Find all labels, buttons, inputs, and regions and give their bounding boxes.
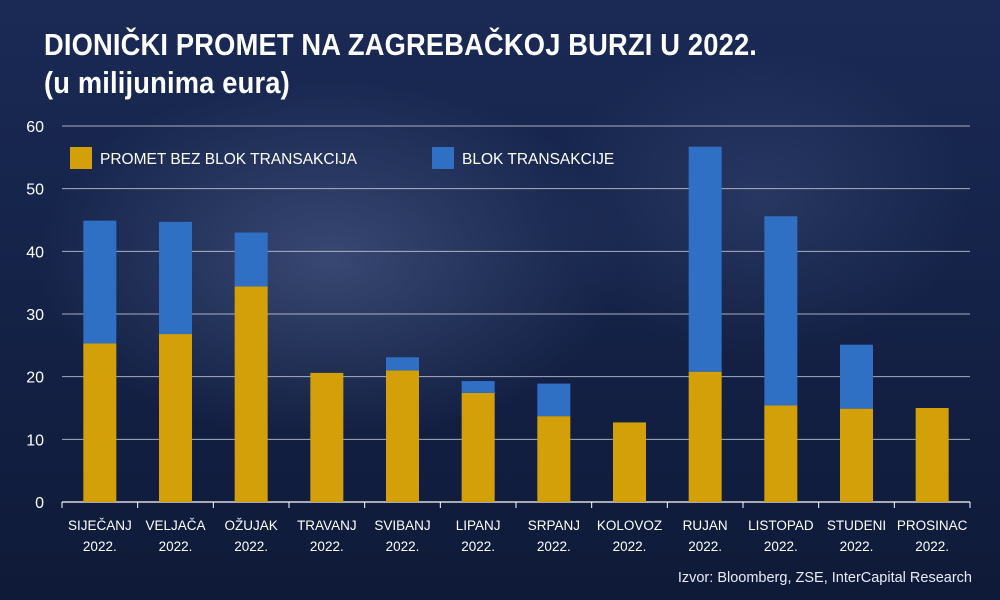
x-category-label: LIPANJ	[456, 518, 501, 533]
y-tick-label: 10	[26, 432, 44, 449]
x-category-year-label: 2022.	[83, 539, 117, 554]
legend-swatch	[70, 147, 92, 169]
y-tick-label: 20	[26, 370, 44, 387]
x-category-year-label: 2022.	[537, 539, 571, 554]
bar-segment-promet-bez-blok	[840, 408, 873, 502]
bar-segment-promet-bez-blok	[386, 370, 419, 502]
x-category-label: LISTOPAD	[748, 518, 814, 533]
bar-segment-blok	[83, 220, 117, 344]
legend-label: PROMET BEZ BLOK TRANSAKCIJA	[100, 151, 358, 168]
bar-segment-promet-bez-blok	[159, 334, 192, 502]
bar-segment-promet-bez-blok	[461, 392, 495, 502]
x-category-label: RUJAN	[683, 518, 728, 533]
x-category-year-label: 2022.	[159, 539, 193, 554]
x-category-year-label: 2022.	[234, 539, 268, 554]
bar-segment-blok	[688, 146, 722, 372]
x-category-label: TRAVANJ	[297, 518, 357, 533]
bar-segment-blok	[234, 232, 268, 287]
bar-segment-promet-bez-blok	[613, 422, 646, 502]
x-category-year-label: 2022.	[461, 539, 495, 554]
x-category-year-label: 2022.	[840, 539, 874, 554]
y-tick-label: 0	[35, 495, 44, 512]
x-category-year-label: 2022.	[688, 539, 722, 554]
y-tick-label: 60	[26, 119, 44, 136]
bar-segment-promet-bez-blok	[83, 343, 117, 502]
x-category-label: SRPANJ	[528, 518, 580, 533]
legend-swatch	[432, 147, 454, 169]
bar-segment-promet-bez-blok	[234, 286, 268, 502]
bar-segment-promet-bez-blok	[764, 405, 798, 502]
bar-segment-promet-bez-blok	[915, 408, 949, 502]
x-category-year-label: 2022.	[764, 539, 798, 554]
y-tick-label: 50	[26, 182, 44, 199]
x-category-label: OŽUJAK	[225, 518, 278, 533]
x-category-label: PROSINAC	[897, 518, 968, 533]
bar-segment-promet-bez-blok	[537, 416, 571, 502]
x-category-label: KOLOVOZ	[597, 518, 662, 533]
x-category-year-label: 2022.	[310, 539, 344, 554]
x-category-label: STUDENI	[827, 518, 886, 533]
x-category-label: VELJAČA	[145, 518, 205, 533]
legend-label: BLOK TRANSAKCIJE	[462, 151, 614, 168]
bar-segment-blok	[159, 221, 192, 335]
source-note: Izvor: Bloomberg, ZSE, InterCapital Rese…	[677, 570, 972, 586]
chart-title: DIONIČKI PROMET NA ZAGREBAČKOJ BURZI U 2…	[44, 26, 757, 102]
bar-segment-blok	[764, 216, 798, 406]
title-line-2: (u milijunima eura)	[44, 65, 290, 100]
title-line-1: DIONIČKI PROMET NA ZAGREBAČKOJ BURZI U 2…	[44, 27, 758, 62]
bar-segment-blok	[840, 344, 873, 409]
x-category-label: SIJEČANJ	[68, 518, 132, 533]
y-tick-label: 30	[26, 307, 44, 324]
bar-segment-blok	[461, 381, 495, 393]
bar-segment-promet-bez-blok	[688, 371, 722, 502]
x-category-label: SVIBANJ	[374, 518, 430, 533]
x-category-year-label: 2022.	[386, 539, 420, 554]
x-category-year-label: 2022.	[915, 539, 949, 554]
x-category-year-label: 2022.	[613, 539, 647, 554]
bar-segment-blok	[537, 383, 571, 417]
y-tick-label: 40	[26, 244, 44, 261]
bar-segment-promet-bez-blok	[310, 372, 344, 502]
bar-segment-blok	[386, 357, 419, 371]
